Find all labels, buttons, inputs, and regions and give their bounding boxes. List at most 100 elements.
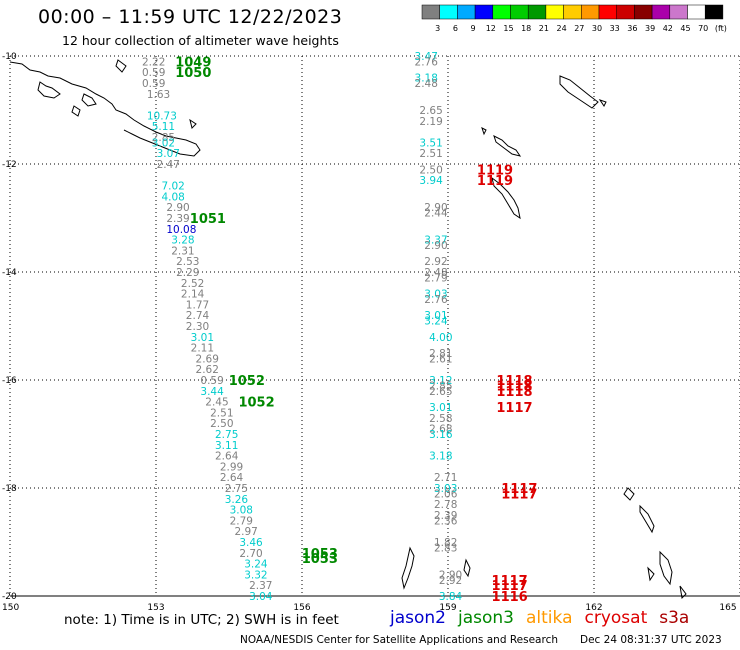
wave-height-label: 3.01 bbox=[191, 332, 214, 344]
wave-height-label: 2.44 bbox=[424, 208, 448, 220]
colorbar-label: 30 bbox=[592, 24, 602, 33]
wave-height-label: 3.44 bbox=[200, 386, 224, 398]
wave-height-label: 2.75 bbox=[215, 429, 238, 441]
pass-label: 1053 bbox=[302, 552, 338, 567]
chart-subtitle: 12 hour collection of altimeter wave hei… bbox=[62, 33, 339, 48]
colorbar-label: 33 bbox=[610, 24, 620, 33]
wave-height-label: 3.32 bbox=[244, 569, 267, 581]
y-tick-label: -16 bbox=[2, 376, 17, 386]
colorbar-swatch bbox=[474, 4, 494, 20]
wave-height-label: 3.24 bbox=[244, 559, 268, 571]
pass-label: 1119 bbox=[477, 163, 513, 178]
wave-height-label: 10.73 bbox=[147, 110, 177, 122]
wave-height-label: 4.08 bbox=[161, 191, 184, 203]
wave-height-label: 3.37 bbox=[424, 235, 447, 247]
colorbar-swatch bbox=[492, 4, 511, 20]
page-title: 00:00 – 11:59 UTC 12/22/2023 bbox=[38, 6, 343, 28]
wave-height-label: 2.78 bbox=[434, 499, 457, 511]
wave-height-label: 2.76 bbox=[424, 294, 448, 306]
coast-solomon-d bbox=[493, 135, 522, 157]
y-tick-label: -14 bbox=[2, 268, 17, 278]
colorbar-swatch bbox=[439, 4, 458, 20]
coast-solomon-b bbox=[598, 99, 607, 107]
wave-height-label: 0.59 bbox=[200, 375, 223, 387]
wave-height-label: 2.90 bbox=[424, 240, 447, 252]
wave-height-label: 2.37 bbox=[249, 580, 272, 592]
coast-ncal-c bbox=[659, 550, 673, 586]
wave-height-label: 3.51 bbox=[419, 137, 442, 149]
wave-height-label: 2.83 bbox=[434, 542, 457, 554]
wave-height-label: 2.11 bbox=[191, 343, 214, 355]
coast-ncal-a bbox=[623, 487, 635, 501]
coast-pn-guinea bbox=[9, 61, 201, 157]
wave-height-label: 3.94 bbox=[419, 175, 443, 187]
wave-height-label: 3.28 bbox=[171, 235, 194, 247]
wave-height-label: 2.22 bbox=[142, 56, 165, 68]
wave-height-label: 2.14 bbox=[181, 289, 205, 301]
pass-label: 1117 bbox=[501, 482, 537, 497]
pass-label: 1117 bbox=[501, 487, 537, 502]
wave-height-label: 7.02 bbox=[161, 181, 184, 193]
wave-height-label: 2.36 bbox=[434, 515, 458, 527]
wave-height-label: 0.59 bbox=[142, 67, 165, 79]
pass-label: 1117 bbox=[496, 401, 532, 416]
wave-height-label: 2.92 bbox=[439, 575, 462, 587]
footer-note: note: 1) Time is in UTC; 2) SWH is in fe… bbox=[64, 612, 339, 628]
wave-height-label: 2.99 bbox=[220, 461, 243, 473]
wave-height-label: 1.77 bbox=[186, 299, 209, 311]
coastline bbox=[9, 59, 687, 600]
colorbar-label: (ft) bbox=[715, 24, 727, 33]
wave-height-label: 3.07 bbox=[157, 148, 180, 160]
wave-height-label: 2.85 bbox=[429, 380, 452, 392]
satellite-legend-s3a: s3a bbox=[659, 608, 690, 628]
wave-height-label: 2.48 bbox=[424, 267, 447, 279]
colorbar-swatch bbox=[421, 4, 440, 20]
coast-ncal-d bbox=[647, 566, 655, 582]
pass-label: 1118 bbox=[496, 374, 532, 389]
wave-height-label: 10.08 bbox=[166, 224, 196, 236]
y-tick-label: -12 bbox=[2, 160, 17, 170]
wave-height-label: 3.01 bbox=[429, 402, 452, 414]
satellite-legend-altika: altika bbox=[526, 608, 573, 628]
colorbar-label: 36 bbox=[627, 24, 637, 33]
coast-island-e bbox=[189, 118, 197, 129]
wave-height-label: 2.65 bbox=[429, 386, 452, 398]
pass-label: 1051 bbox=[190, 212, 226, 227]
coast-island-d bbox=[71, 105, 81, 117]
wave-height-label: 2.68 bbox=[429, 424, 452, 436]
coast-island-b bbox=[81, 93, 97, 107]
colorbar-label: 18 bbox=[521, 24, 531, 33]
wave-height-label: 0.59 bbox=[142, 78, 165, 90]
wave-height-labels: 2.220.590.591.6310.735.112.853.023.072.4… bbox=[142, 51, 463, 603]
pass-label: 1117 bbox=[492, 574, 528, 589]
wave-height-label: 3.12 bbox=[429, 375, 452, 387]
wave-height-label: 2.30 bbox=[186, 321, 209, 333]
created-date: Dec 24 08:31:37 UTC 2023 bbox=[580, 634, 722, 646]
coast-reef-a bbox=[401, 546, 415, 590]
colorbar-label: 15 bbox=[503, 24, 513, 33]
x-tick-label: 150 bbox=[2, 603, 19, 613]
wave-height-label: 2.29 bbox=[176, 267, 199, 279]
coast-reef-b bbox=[463, 558, 471, 578]
colorbar-label: 12 bbox=[486, 24, 496, 33]
colorbar-swatch bbox=[563, 4, 582, 20]
wave-height-label: 3.08 bbox=[230, 505, 253, 517]
colorbar-swatch bbox=[687, 4, 706, 20]
wave-height-label: 2.90 bbox=[424, 202, 447, 214]
wave-height-label: 2.50 bbox=[419, 164, 442, 176]
satellite-legend: jason2 jason3 altika cryosat s3a bbox=[390, 608, 701, 628]
wave-height-label: 3.03 bbox=[434, 483, 457, 495]
x-tick-label: 162 bbox=[585, 603, 602, 613]
wave-height-label: 3.18 bbox=[415, 73, 438, 85]
grid bbox=[9, 55, 740, 597]
wave-height-label: 2.74 bbox=[186, 310, 210, 322]
pass-label: 1116 bbox=[492, 590, 528, 605]
satellite-legend-jason3: jason3 bbox=[458, 608, 514, 628]
colorbar-label: 39 bbox=[645, 24, 655, 33]
wave-height-label: 3.16 bbox=[429, 429, 453, 441]
wave-height-label: 2.70 bbox=[239, 548, 262, 560]
wave-height-label: 3.01 bbox=[424, 310, 447, 322]
wave-height-label: 2.90 bbox=[439, 569, 462, 581]
